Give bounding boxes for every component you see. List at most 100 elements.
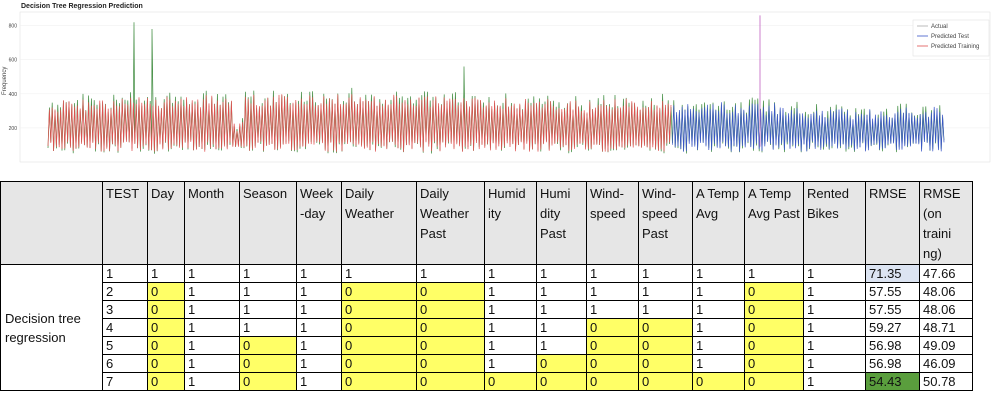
table-cell: 0 [416, 282, 485, 301]
table-cell: 1 [184, 318, 240, 337]
table-cell: 1 [296, 282, 342, 301]
column-header: RMSE (on traini ng) [919, 181, 973, 265]
table-cell: 0 [147, 300, 185, 319]
table-cell: 1 [744, 264, 804, 283]
chart-title: Decision Tree Regression Prediction [21, 3, 143, 10]
legend-label: Actual [931, 24, 948, 30]
table-cell: 0 [536, 372, 587, 391]
table-cell: 0 [341, 336, 417, 355]
table-cell: 50.78 [919, 372, 973, 391]
table-cell: 0 [586, 336, 639, 355]
column-header: Month [184, 181, 240, 265]
table-cell: 1 [184, 264, 240, 283]
table-cell: 7 [102, 372, 148, 391]
table-cell: 0 [744, 372, 804, 391]
column-header: Season [239, 181, 297, 265]
table-cell: 0 [638, 354, 693, 373]
y-tick-label: 800 [9, 24, 18, 30]
table-row: 2 0 1 1 1 0 0 1 1 1 1 1 0 1 57.55 48.06 [1, 282, 973, 301]
table-cell: 0 [341, 282, 417, 301]
table-cell: 0 [147, 336, 185, 355]
table-cell: 0 [744, 300, 804, 319]
table-cell: 1 [102, 264, 148, 283]
table-cell: 1 [692, 300, 745, 319]
table-cell: 1 [296, 264, 342, 283]
table-cell: 1 [803, 264, 866, 283]
table-cell: 0 [586, 354, 639, 373]
y-axis-label: Frequency [2, 67, 8, 95]
table-cell: 1 [536, 300, 587, 319]
table-cell: 1 [638, 300, 693, 319]
table-cell: 71.35 [865, 264, 920, 283]
column-header: A Temp Avg Past [744, 181, 804, 265]
table-cell: 1 [484, 264, 537, 283]
table-cell: 0 [416, 336, 485, 355]
table-cell: 1 [416, 264, 485, 283]
column-header: A Temp Avg [692, 181, 745, 265]
table-cell: 1 [239, 318, 297, 337]
table-cell: 1 [484, 336, 537, 355]
table-cell: 1 [239, 282, 297, 301]
y-tick-label: 600 [9, 58, 18, 64]
table-cell: 0 [484, 372, 537, 391]
table-cell: 47.66 [919, 264, 973, 283]
table-cell: 0 [416, 318, 485, 337]
table-cell: 1 [147, 264, 185, 283]
y-tick-label: 400 [9, 92, 18, 98]
table-cell: 0 [239, 336, 297, 355]
column-header: Daily Weather Past [416, 181, 485, 265]
prediction-chart: Decision Tree Regression Prediction Freq… [2, 3, 991, 163]
table-cell: 1 [803, 318, 866, 337]
table-cell: 1 [692, 354, 745, 373]
chart-legend: Actual Predicted Test Predicted Training [912, 19, 990, 57]
table-cell: 2 [102, 282, 148, 301]
table-cell: 0 [744, 354, 804, 373]
column-header: Week -day [296, 181, 342, 265]
table-row: 3 0 1 1 1 0 0 1 1 1 1 1 0 1 57.55 48.06 [1, 300, 973, 319]
table-cell: 6 [102, 354, 148, 373]
table-cell: 48.06 [919, 282, 973, 301]
table-cell: 1 [803, 372, 866, 391]
table-row: 5 0 1 0 1 0 0 1 1 0 0 1 0 1 56.98 49.09 [1, 336, 973, 355]
table-cell: 0 [147, 282, 185, 301]
table-cell: 1 [341, 264, 417, 283]
legend-label: Predicted Training [931, 44, 979, 50]
table-cell: 0 [586, 318, 639, 337]
table-row: 4 0 1 1 1 0 0 1 1 0 0 1 0 1 59.27 48.71 [1, 318, 973, 337]
table-cell: 0 [239, 372, 297, 391]
table-cell: 0 [638, 318, 693, 337]
table-cell: 1 [692, 336, 745, 355]
table-cell: 1 [692, 282, 745, 301]
table-cell: 5 [102, 336, 148, 355]
table-cell: 3 [102, 300, 148, 319]
table-cell: 56.98 [865, 354, 920, 373]
column-header: Rented Bikes [803, 181, 866, 265]
table-cell: 57.55 [865, 282, 920, 301]
table-cell: 0 [147, 354, 185, 373]
table-cell: 1 [803, 354, 866, 373]
column-header: Wind- speed Past [638, 181, 693, 265]
legend-label: Predicted Test [931, 34, 969, 40]
row-group-label: Decision tree regression [0, 264, 103, 391]
table-cell: 4 [102, 318, 148, 337]
table-cell: 0 [692, 372, 745, 391]
table-cell: 1 [184, 282, 240, 301]
table-cell: 0 [147, 372, 185, 391]
table-cell: 1 [586, 264, 639, 283]
table-cell: 1 [586, 282, 639, 301]
table-cell: 0 [147, 318, 185, 337]
table-cell: 1 [184, 300, 240, 319]
table-cell: 0 [744, 282, 804, 301]
table-cell: 1 [536, 282, 587, 301]
table-cell: 1 [296, 354, 342, 373]
table-cell: 48.06 [919, 300, 973, 319]
table-cell: 0 [744, 336, 804, 355]
results-table: TEST Day Month Season Week -day Daily We… [0, 181, 973, 391]
table-cell: 0 [638, 336, 693, 355]
column-header: Day [147, 181, 185, 265]
table-cell: 1 [803, 336, 866, 355]
table-cell: 1 [586, 300, 639, 319]
table-cell: 57.55 [865, 300, 920, 319]
table-cell: 0 [416, 372, 485, 391]
table-cell: 0 [416, 300, 485, 319]
